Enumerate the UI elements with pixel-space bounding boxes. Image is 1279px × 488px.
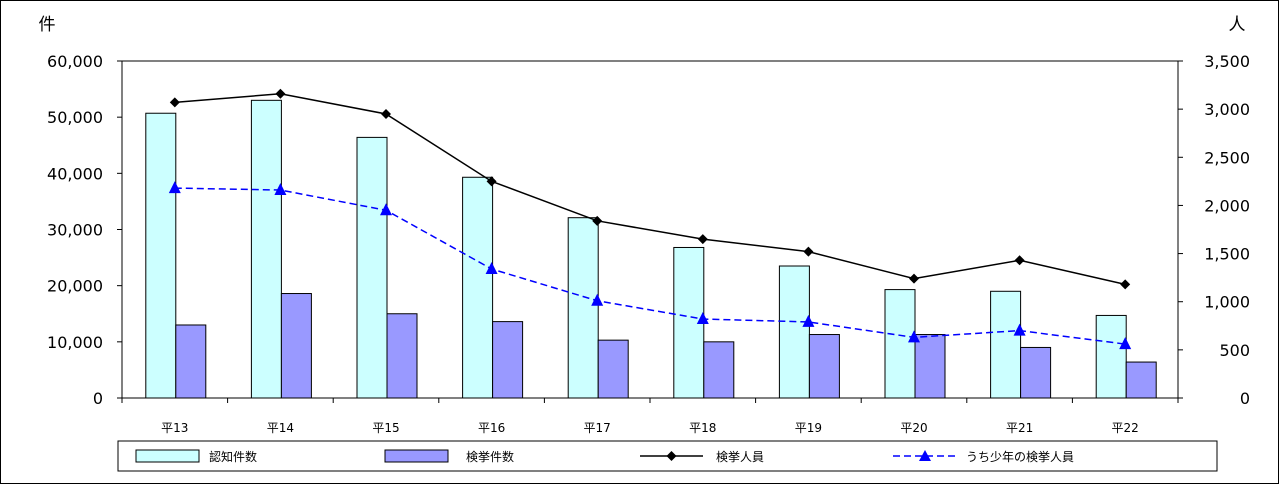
marker-juvenile-arrested	[380, 203, 392, 216]
bar-cleared	[280, 293, 312, 399]
x-axis-tick-label: 平14	[267, 421, 294, 435]
right-axis-tick-label: 2,500	[1204, 148, 1250, 167]
legend-label-cleared: 検挙件数	[466, 449, 514, 464]
bar-cleared	[1125, 361, 1157, 399]
x-axis-tick-label: 平15	[372, 421, 399, 435]
marker-arrested	[909, 273, 919, 284]
marker-juvenile-arrested	[1013, 323, 1026, 336]
legend-item-recognized: 認知件数	[135, 449, 257, 464]
legend-label-arrested: 検挙人員	[716, 450, 764, 464]
x-axis-tick-label: 平16	[478, 421, 505, 435]
left-axis-unit-label: 件	[39, 15, 56, 35]
line-juvenile-arrested	[174, 187, 1126, 345]
marker-juvenile-arrested	[485, 261, 498, 274]
left-axis-tick-label: 50,000	[47, 108, 103, 127]
line-arrested	[174, 92, 1126, 286]
legend-item-cleared: 検挙件数	[384, 449, 514, 464]
bar-cleared	[808, 334, 840, 399]
x-axis-tick-label: 平22	[1112, 421, 1139, 435]
legend-marker-juvenile	[919, 450, 931, 461]
right-axis-tick-label: 0	[1240, 389, 1250, 408]
left-axis-tick-label: 0	[93, 389, 103, 408]
marker-juvenile-arrested	[274, 183, 287, 196]
right-axis-tick-label: 500	[1219, 341, 1250, 360]
bar-recognized	[778, 265, 810, 399]
bar-recognized	[145, 112, 177, 399]
bar-cleared	[597, 339, 629, 399]
left-axis-tick-label: 60,000	[47, 52, 103, 71]
marker-arrested	[381, 108, 391, 119]
x-axis-tick-label: 平19	[795, 421, 822, 435]
bar-cleared	[175, 324, 207, 399]
x-axis-tick-label: 平17	[584, 421, 611, 435]
legend-label-juvenile: うち少年の検挙人員	[966, 450, 1074, 464]
marker-juvenile-arrested	[1119, 337, 1132, 350]
legend-item-juvenile: うち少年の検挙人員	[893, 450, 1074, 464]
left-axis-tick-label: 10,000	[47, 333, 103, 352]
marker-arrested	[486, 176, 497, 187]
bar-recognized	[567, 217, 599, 399]
marker-arrested	[1014, 255, 1025, 266]
right-axis-tick-label: 3,500	[1204, 52, 1250, 71]
marker-arrested	[592, 215, 603, 226]
bar-cleared	[386, 313, 418, 399]
x-axis-tick-label: 平20	[900, 421, 927, 435]
marker-arrested	[275, 88, 286, 99]
right-axis-tick-label: 1,000	[1204, 293, 1250, 312]
right-axis-unit-label: 人	[1229, 15, 1246, 35]
x-axis-tick-label: 平13	[161, 421, 188, 435]
legend-label-recognized: 認知件数	[209, 449, 257, 464]
bar-cleared	[703, 341, 735, 399]
bar-cleared	[914, 334, 946, 399]
bar-recognized	[250, 99, 282, 399]
bar-recognized	[356, 136, 388, 399]
x-axis-tick-label: 平18	[689, 421, 716, 435]
left-axis-tick-label: 30,000	[47, 221, 103, 240]
right-axis-tick-label: 2,000	[1204, 196, 1250, 215]
marker-juvenile-arrested	[696, 312, 709, 325]
right-axis-tick-label: 1,500	[1204, 245, 1250, 264]
bar-recognized	[990, 290, 1022, 399]
legend-marker-arrested	[666, 451, 677, 461]
right-axis-tick-label: 3,000	[1204, 100, 1250, 119]
marker-juvenile-arrested	[908, 330, 920, 343]
bar-cleared	[1020, 346, 1052, 399]
legend-swatch-cleared	[384, 449, 449, 463]
legend-swatch-recognized	[135, 449, 200, 463]
marker-arrested	[697, 234, 708, 245]
marker-arrested	[169, 97, 180, 108]
bar-recognized	[462, 176, 494, 399]
marker-arrested	[803, 246, 814, 257]
legend-item-arrested: 検挙人員	[640, 450, 764, 464]
bar-cleared	[492, 321, 524, 399]
bar-recognized	[884, 289, 916, 399]
marker-juvenile-arrested	[591, 293, 604, 306]
marker-arrested	[1120, 279, 1131, 290]
marker-juvenile-arrested	[802, 314, 815, 327]
bar-recognized	[1095, 314, 1127, 399]
x-axis-tick-label: 平21	[1006, 421, 1033, 435]
left-axis-tick-label: 40,000	[47, 164, 103, 183]
left-axis-tick-label: 20,000	[47, 277, 103, 296]
marker-juvenile-arrested	[168, 181, 181, 194]
